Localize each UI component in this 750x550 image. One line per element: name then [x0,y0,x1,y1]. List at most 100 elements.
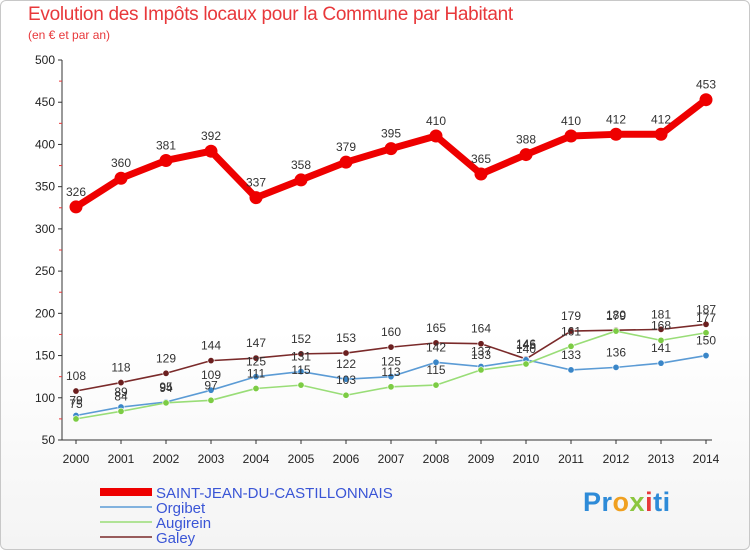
data-point [297,381,305,389]
data-label: 388 [516,133,536,147]
data-label: 180 [606,308,626,322]
data-point [252,384,260,392]
data-label: 165 [426,321,446,335]
y-tick-label: 400 [35,137,55,151]
data-label: 115 [291,363,310,377]
data-label: 147 [246,336,266,350]
data-point [702,320,710,328]
chart-title: Evolution des Impôts locaux pour la Comm… [28,4,513,25]
data-label: 181 [651,307,671,321]
x-tick-label: 2014 [693,452,720,466]
legend-label: Orgibet [156,500,206,517]
y-tick-label: 200 [35,306,55,320]
logo-part: o [612,487,630,517]
data-point [657,325,665,333]
data-label: 412 [606,112,626,126]
data-point [432,358,440,366]
data-label: 133 [471,348,491,362]
x-tick-label: 2004 [243,452,270,466]
chart-subtitle: (en € et par an) [28,28,111,42]
data-point [429,129,443,143]
data-point [567,327,575,335]
data-point [657,336,665,344]
data-point [159,153,173,167]
data-point [384,142,398,156]
logo-part: Pr [583,487,613,517]
data-label: 145 [516,338,536,352]
data-point [294,173,308,187]
data-label: 395 [381,127,401,141]
data-point [654,127,668,141]
data-point [342,391,350,399]
x-tick-label: 2008 [423,452,450,466]
data-point [69,200,83,214]
data-point [477,340,485,348]
data-point [657,359,665,367]
data-label: 153 [336,331,356,345]
data-label: 141 [651,341,671,355]
y-tick-label: 150 [35,349,55,363]
logo-part: x [629,487,646,517]
x-tick-label: 2006 [333,452,360,466]
data-point [432,381,440,389]
data-point [72,387,80,395]
data-label: 164 [471,322,491,336]
data-label: 131 [291,350,311,364]
data-label: 79 [69,394,83,408]
data-point [252,373,260,381]
data-point [567,366,575,374]
data-point [252,354,260,362]
data-point [342,349,350,357]
y-tick-label: 500 [35,53,55,67]
y-tick-label: 50 [42,433,56,447]
data-point [297,350,305,358]
data-point [519,148,533,162]
data-point [702,352,710,360]
data-label: 95 [159,380,173,394]
data-label: 84 [114,389,128,403]
data-label: 108 [66,369,86,383]
data-label: 122 [336,357,356,371]
y-tick-label: 100 [35,391,55,405]
data-label: 326 [66,185,86,199]
data-label: 142 [426,340,446,354]
data-label: 89 [114,385,128,399]
data-label: 365 [471,152,491,166]
x-tick-label: 2009 [468,452,495,466]
logo-part: i [645,487,654,517]
y-tick-label: 350 [35,180,55,194]
data-label: 146 [516,337,536,351]
data-label: 453 [696,78,716,92]
y-tick-label: 300 [35,222,55,236]
data-label: 161 [561,324,581,338]
y-tick-label: 250 [35,264,55,278]
data-point [477,366,485,374]
data-label: 179 [606,309,626,323]
data-point [207,396,215,404]
x-tick-label: 2002 [153,452,180,466]
data-point [249,191,263,205]
x-tick-label: 2003 [198,452,225,466]
data-label: 140 [516,342,536,356]
data-point [612,363,620,371]
data-label: 125 [246,355,266,369]
data-label: 410 [561,114,581,128]
data-point [699,93,713,107]
data-point [702,329,710,337]
data-label: 103 [336,373,356,387]
data-point [207,386,215,394]
data-label: 152 [291,332,311,346]
data-label: 113 [381,365,400,379]
data-point [117,407,125,415]
x-tick-label: 2005 [288,452,315,466]
data-point [387,343,395,351]
data-label: 410 [426,114,446,128]
data-label: 337 [246,176,266,190]
data-point [564,129,578,143]
data-point [567,342,575,350]
legend-label: SAINT-JEAN-DU-CASTILLONNAIS [156,485,393,502]
data-point [114,171,128,185]
x-tick-label: 2010 [513,452,540,466]
